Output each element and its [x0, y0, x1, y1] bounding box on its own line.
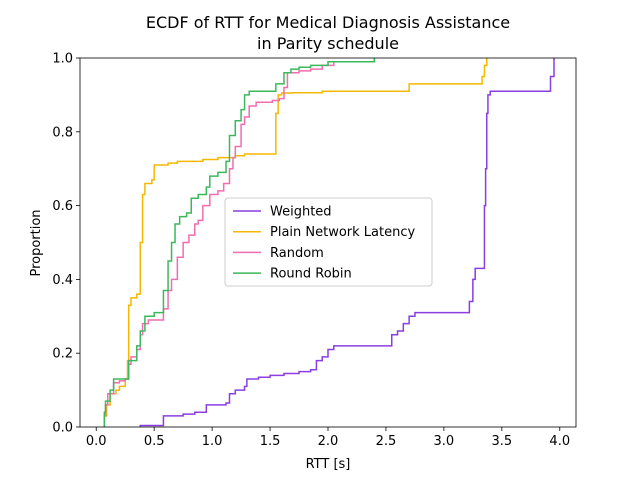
x-tick-label: 0.5 [144, 434, 165, 449]
legend-label-random: Random [270, 246, 324, 261]
x-tick-label: 2.5 [376, 434, 397, 449]
series-lines [103, 58, 555, 427]
y-tick-label: 0.8 [52, 125, 73, 140]
x-tick-label: 0.0 [86, 434, 107, 449]
x-tick-label: 4.0 [549, 434, 570, 449]
y-tick-label: 0.0 [52, 421, 73, 436]
chart-title-line-1: ECDF of RTT for Medical Diagnosis Assist… [146, 13, 510, 32]
x-tick-label: 2.0 [318, 434, 339, 449]
y-tick-label: 0.2 [52, 347, 73, 362]
legend-label-plain-network-latency: Plain Network Latency [270, 225, 416, 240]
x-axis-label: RTT [s] [306, 457, 351, 472]
x-tick-label: 1.0 [202, 434, 223, 449]
legend: Weighted Plain Network Latency Random Round… [224, 197, 433, 287]
plot-area: 0.0 0.5 1.0 1.5 2.0 2.5 3.0 3.5 4.0 0.0 0.2 0.4 0.6 0… [52, 52, 577, 449]
chart-title-line-2: in Parity schedule [257, 34, 399, 53]
legend-label-round-robin: Round Robin [270, 267, 352, 282]
x-tick-label: 1.5 [260, 434, 281, 449]
x-tick-label: 3.5 [491, 434, 512, 449]
legend-label-weighted: Weighted [270, 205, 332, 220]
x-tick-label: 3.0 [434, 434, 455, 449]
series-line-random [103, 58, 376, 427]
series-line-round-robin [103, 58, 376, 427]
y-tick-label: 0.4 [52, 273, 73, 288]
legend-box [224, 197, 433, 287]
y-axis-label: Proportion [29, 209, 44, 276]
series-line-weighted [139, 58, 555, 427]
y-tick-label: 1.0 [52, 52, 73, 67]
y-tick-label: 0.6 [52, 199, 73, 214]
